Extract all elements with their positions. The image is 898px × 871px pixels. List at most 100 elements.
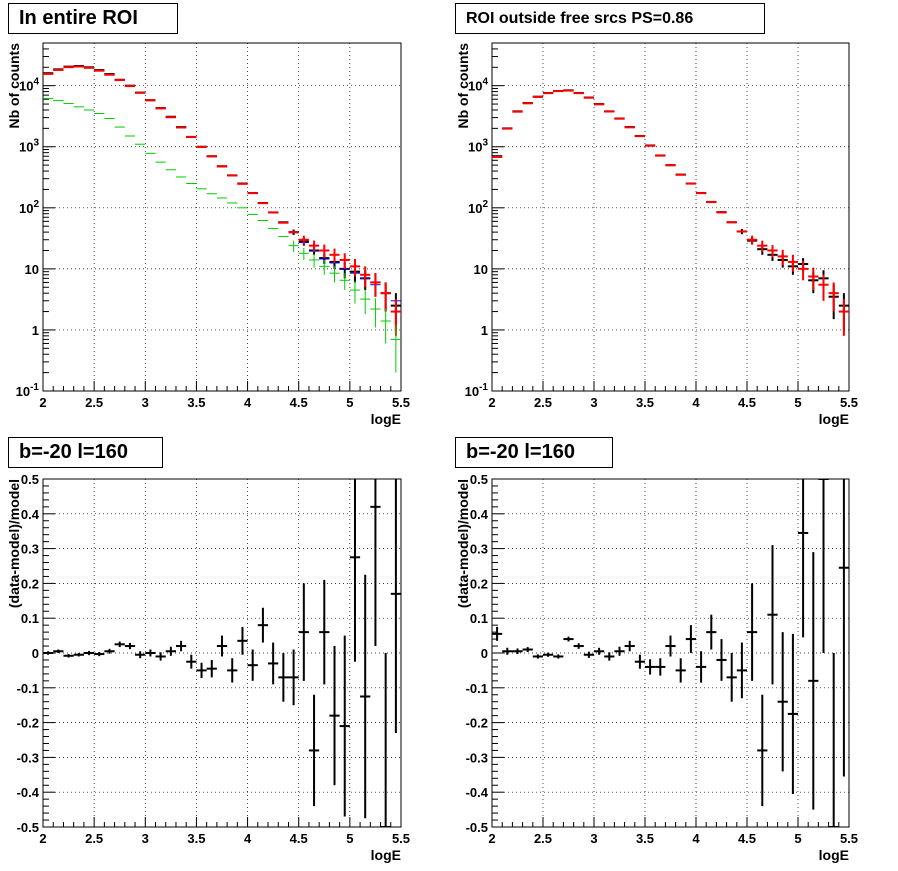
data-point: [563, 636, 574, 642]
data-point: [492, 626, 503, 641]
x-axis-label: logE: [371, 411, 401, 427]
data-point: [716, 639, 727, 681]
y-tick-label: 0.3: [21, 542, 39, 557]
data-point: [339, 635, 350, 817]
x-tick-label: 5: [794, 395, 801, 410]
y-tick-label: 0.3: [470, 542, 488, 557]
x-tick-label: 4: [244, 395, 252, 410]
data-point: [726, 653, 737, 702]
x-tick-label: 3.5: [187, 831, 205, 846]
x-tick-label: 3: [142, 395, 149, 410]
y-tick-label: -0.3: [466, 750, 488, 765]
x-tick-label: 4.5: [738, 395, 756, 410]
x-tick-label: 3.5: [636, 395, 654, 410]
series-0: [492, 89, 849, 330]
data-point: [216, 635, 228, 657]
chart-title-top-right: ROI outside free srcs PS=0.86: [455, 3, 765, 34]
data-point: [257, 607, 269, 643]
x-tick-label: 3: [590, 831, 597, 846]
data-point: [237, 626, 248, 655]
y-axis-label: (data-model)/model: [6, 479, 22, 608]
data-point: [175, 640, 187, 652]
data-point: [227, 658, 238, 683]
data-point: [349, 281, 361, 304]
y-tick-label: 102: [19, 199, 39, 216]
data-point: [370, 479, 381, 647]
x-tick-label: 5.5: [392, 831, 410, 846]
data-point: [329, 646, 340, 786]
y-tick-label: 103: [19, 138, 39, 155]
data-point: [380, 309, 391, 344]
y-tick-label: 0.5: [470, 472, 488, 487]
data-point: [777, 249, 788, 266]
y-tick-label: 103: [468, 138, 488, 155]
data-point: [94, 651, 105, 657]
x-tick-label: 5.5: [840, 395, 858, 410]
y-tick-label: 1: [481, 323, 488, 338]
data-point: [736, 642, 747, 699]
data-point: [594, 647, 605, 655]
data-point: [543, 652, 554, 657]
data-point: [645, 659, 656, 675]
axis-ticks: 2 2.5 3 3.5 4 4.5 5 5.5 10-1 1 10 102 103 104: [16, 42, 410, 410]
data-point: [512, 648, 523, 655]
data-point: [308, 240, 320, 252]
data-point: [818, 274, 829, 301]
data-point: [319, 579, 330, 685]
data-point: [370, 273, 381, 297]
data-point: [360, 266, 371, 288]
data-point: [298, 583, 309, 681]
series-2: [43, 65, 401, 336]
x-tick-label: 5.5: [840, 831, 858, 846]
y-tick-label: 10: [25, 262, 39, 277]
y-axis-label: Nb of counts: [455, 43, 471, 129]
data-point: [83, 650, 95, 656]
data-point: [818, 479, 829, 653]
y-tick-label: 10-1: [16, 382, 40, 399]
data-area: [43, 479, 401, 827]
data-point: [349, 259, 361, 277]
x-tick-label: 4.5: [290, 831, 308, 846]
x-tick-label: 3: [142, 831, 149, 846]
data-point: [767, 545, 778, 685]
data-point: [206, 659, 217, 678]
data-point: [777, 632, 788, 772]
data-point: [787, 633, 798, 794]
data-point: [135, 651, 146, 659]
data-area: [492, 89, 849, 336]
y-tick-label: -0.5: [17, 820, 39, 835]
data-point: [798, 479, 809, 638]
data-point: [696, 651, 707, 683]
data-point: [145, 649, 156, 657]
x-tick-label: 4: [692, 395, 700, 410]
data-point: [278, 653, 289, 702]
x-tick-label: 2.5: [534, 831, 552, 846]
x-tick-label: 5: [346, 395, 353, 410]
x-tick-label: 2.5: [85, 395, 103, 410]
y-tick-label: 102: [468, 199, 488, 216]
series-0: [43, 479, 401, 827]
series-1: [43, 66, 401, 302]
x-tick-label: 4: [244, 831, 252, 846]
data-point: [349, 479, 361, 662]
y-tick-label: -0.4: [17, 785, 40, 800]
data-point: [247, 649, 258, 681]
data-point: [828, 282, 839, 312]
x-tick-label: 3.5: [187, 395, 205, 410]
data-point: [380, 282, 391, 312]
data-point: [288, 649, 299, 706]
x-tick-label: 2: [39, 395, 46, 410]
chart-title-bottom-left: b=-20 l=160: [8, 437, 163, 468]
data-point: [685, 625, 696, 653]
y-axis-label: Nb of counts: [6, 43, 22, 129]
y-tick-label: 0.1: [470, 611, 488, 626]
data-point: [298, 235, 309, 245]
y-tick-label: -0.5: [466, 820, 488, 835]
data-point: [747, 583, 758, 681]
x-tick-label: 2.5: [85, 831, 103, 846]
data-point: [706, 614, 717, 650]
data-point: [808, 552, 819, 810]
data-point: [63, 654, 74, 658]
y-tick-label: -0.2: [466, 716, 488, 731]
data-point: [73, 653, 84, 657]
